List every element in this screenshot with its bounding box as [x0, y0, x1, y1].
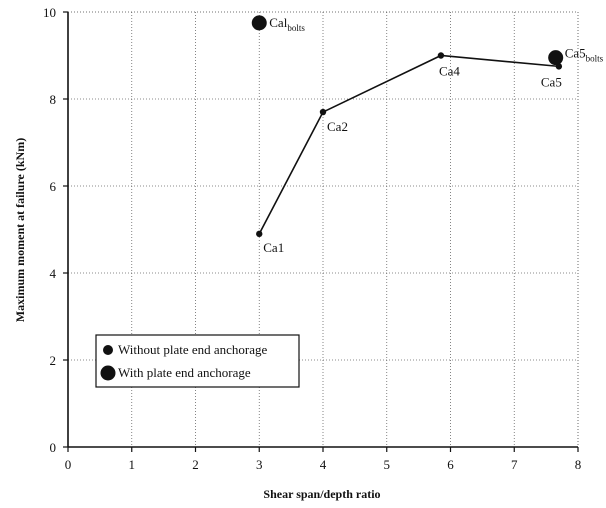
x-tick-label: 5 — [384, 457, 391, 472]
point-labels: Ca1 Ca2 Ca4 Ca5 Calbolts Ca5bolts — [263, 15, 603, 255]
x-tick-label: 8 — [575, 457, 582, 472]
x-tick-label: 7 — [511, 457, 518, 472]
series-line-without-anchorage — [258, 54, 559, 235]
y-tick-label: 8 — [50, 92, 57, 107]
legend-marker-with — [100, 365, 116, 381]
legend: Without plate end anchorage With plate e… — [95, 334, 300, 388]
label-ca1: Ca1 — [263, 240, 284, 255]
y-tick-label: 2 — [50, 353, 57, 368]
y-tick-label: 4 — [50, 266, 57, 281]
x-tick-label: 0 — [65, 457, 72, 472]
tick-labels: 0 1 2 3 4 5 6 7 8 0 2 4 6 8 10 — [43, 5, 581, 472]
point-ca5-bolts — [548, 50, 564, 66]
x-tick-label: 1 — [129, 457, 136, 472]
point-cal-bolts — [251, 15, 267, 31]
label-ca2: Ca2 — [327, 119, 348, 134]
legend-label-without: Without plate end anchorage — [118, 342, 268, 357]
series — [251, 15, 564, 238]
x-tick-label: 6 — [447, 457, 454, 472]
point-ca2 — [319, 108, 327, 116]
point-ca1 — [256, 230, 263, 238]
x-axis-title: Shear span/depth ratio — [263, 487, 380, 501]
label-cal-bolts: Calbolts — [269, 15, 305, 33]
x-tick-label: 3 — [256, 457, 263, 472]
x-tick-label: 4 — [320, 457, 327, 472]
legend-label-with: With plate end anchorage — [118, 365, 251, 380]
y-tick-label: 0 — [50, 440, 57, 455]
y-tick-label: 10 — [43, 5, 56, 20]
legend-box — [95, 334, 300, 388]
point-ca4 — [437, 52, 445, 59]
label-ca5: Ca5 — [541, 74, 562, 89]
x-tick-label: 2 — [192, 457, 199, 472]
y-tick-label: 6 — [50, 179, 57, 194]
legend-marker-without — [103, 345, 113, 355]
y-axis-title: Maximum moment at failure (kNm) — [13, 138, 27, 322]
label-ca5-bolts: Ca5bolts — [565, 46, 604, 64]
axes — [63, 11, 579, 452]
label-ca4: Ca4 — [439, 64, 460, 79]
